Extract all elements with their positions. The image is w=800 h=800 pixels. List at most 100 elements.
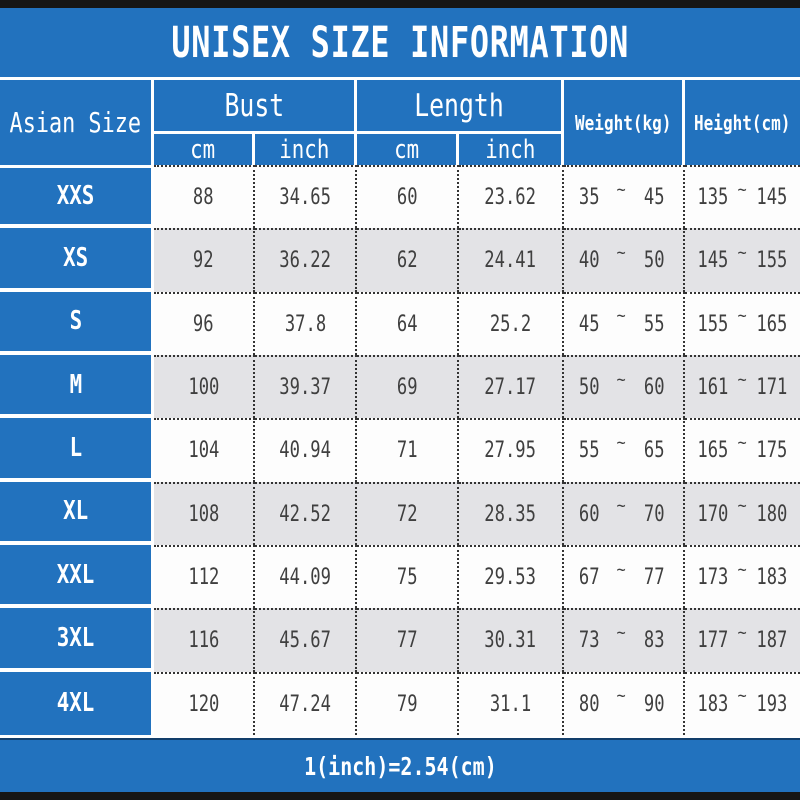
length-inch-cell: 25.2 bbox=[459, 291, 564, 355]
bust-inch-cell: 47.24 bbox=[255, 671, 357, 735]
length-inch-cell: 28.35 bbox=[459, 481, 564, 545]
bust-inch-cell: 45.67 bbox=[255, 608, 357, 672]
length-group-header: Length bbox=[357, 80, 561, 131]
weight-range-cell: 45 ~55 bbox=[564, 291, 685, 355]
size-cell: XS bbox=[0, 228, 154, 292]
tilde-glyph: ~ bbox=[737, 686, 748, 707]
top-frame-bar bbox=[0, 0, 800, 8]
height-header: Height(cm) bbox=[685, 80, 800, 165]
bust-cm-cell: 116 bbox=[154, 608, 255, 672]
size-cell: 3XL bbox=[0, 608, 154, 672]
size-cell: M bbox=[0, 354, 154, 419]
tilde-glyph: ~ bbox=[616, 496, 627, 517]
table-header: Asian Size Bust Length Weight(kg) Height… bbox=[0, 80, 800, 165]
weight-range-cell: 73 ~83 bbox=[564, 608, 685, 672]
tilde-glyph: ~ bbox=[616, 242, 627, 263]
size-cell: XXL bbox=[0, 544, 154, 609]
bust-cm-unit-header: cm bbox=[154, 134, 252, 165]
bust-inch-cell: 36.22 bbox=[255, 228, 357, 292]
weight-range-cell: 50 ~60 bbox=[564, 354, 685, 419]
height-range-cell: 145 ~155 bbox=[685, 228, 800, 292]
length-inch-cell: 24.41 bbox=[459, 228, 564, 292]
length-inch-cell: 30.31 bbox=[459, 608, 564, 672]
tilde-glyph: ~ bbox=[616, 306, 627, 327]
tilde-glyph: ~ bbox=[616, 369, 627, 390]
height-range-cell: 135 ~145 bbox=[685, 165, 800, 229]
length-inch-unit-header: inch bbox=[459, 134, 561, 165]
bust-inch-cell: 40.94 bbox=[255, 418, 357, 482]
size-cell: S bbox=[0, 291, 154, 355]
tilde-glyph: ~ bbox=[737, 432, 748, 453]
bust-cm-cell: 120 bbox=[154, 671, 255, 735]
tilde-glyph: ~ bbox=[737, 622, 748, 643]
title-divider bbox=[0, 77, 800, 80]
length-cm-cell: 72 bbox=[357, 481, 459, 545]
height-range-cell: 177 ~187 bbox=[685, 608, 800, 672]
length-inch-cell: 27.17 bbox=[459, 354, 564, 419]
tilde-glyph: ~ bbox=[616, 622, 627, 643]
tilde-glyph: ~ bbox=[737, 559, 748, 580]
size-cell: 4XL bbox=[0, 671, 154, 735]
bust-cm-cell: 88 bbox=[154, 165, 255, 229]
height-range-cell: 155 ~165 bbox=[685, 291, 800, 355]
length-inch-cell: 29.53 bbox=[459, 544, 564, 609]
weight-range-cell: 40 ~50 bbox=[564, 228, 685, 292]
tilde-glyph: ~ bbox=[616, 432, 627, 453]
weight-range-cell: 35 ~45 bbox=[564, 165, 685, 229]
bottom-frame-bar bbox=[0, 792, 800, 800]
bust-cm-cell: 104 bbox=[154, 418, 255, 482]
length-cm-cell: 77 bbox=[357, 608, 459, 672]
weight-range-cell: 67 ~77 bbox=[564, 544, 685, 609]
length-cm-cell: 79 bbox=[357, 671, 459, 735]
tilde-glyph: ~ bbox=[616, 559, 627, 580]
weight-range-cell: 80 ~90 bbox=[564, 671, 685, 735]
footer-divider bbox=[0, 735, 800, 738]
length-inch-cell: 23.62 bbox=[459, 165, 564, 229]
height-range-cell: 170 ~180 bbox=[685, 481, 800, 545]
weight-range-cell: 55 ~65 bbox=[564, 418, 685, 482]
length-cm-unit-header: cm bbox=[357, 134, 456, 165]
length-inch-cell: 31.1 bbox=[459, 671, 564, 735]
length-cm-cell: 75 bbox=[357, 544, 459, 609]
bust-group-header: Bust bbox=[154, 80, 354, 131]
weight-header: Weight(kg) bbox=[564, 80, 682, 165]
bust-inch-cell: 34.65 bbox=[255, 165, 357, 229]
size-cell: L bbox=[0, 418, 154, 482]
bust-cm-cell: 108 bbox=[154, 481, 255, 545]
length-cm-cell: 64 bbox=[357, 291, 459, 355]
height-range-cell: 161 ~171 bbox=[685, 354, 800, 419]
height-range-cell: 165 ~175 bbox=[685, 418, 800, 482]
bust-inch-cell: 37.8 bbox=[255, 291, 357, 355]
length-cm-cell: 71 bbox=[357, 418, 459, 482]
bust-cm-cell: 96 bbox=[154, 291, 255, 355]
page-title: UNISEX SIZE INFORMATION bbox=[171, 17, 629, 68]
bust-cm-cell: 92 bbox=[154, 228, 255, 292]
asian-size-header-cell: Asian Size bbox=[0, 80, 151, 165]
bust-cm-cell: 112 bbox=[154, 544, 255, 609]
bust-inch-cell: 44.09 bbox=[255, 544, 357, 609]
length-cm-cell: 60 bbox=[357, 165, 459, 229]
length-inch-cell: 27.95 bbox=[459, 418, 564, 482]
tilde-glyph: ~ bbox=[737, 369, 748, 390]
size-cell: XL bbox=[0, 481, 154, 545]
conversion-note: 1(inch)=2.54(cm) bbox=[303, 751, 497, 781]
size-table-body: XXS 88 34.65 60 23.62 35 ~45 135 ~145 XS 9… bbox=[0, 165, 800, 735]
bust-inch-cell: 42.52 bbox=[255, 481, 357, 545]
tilde-glyph: ~ bbox=[616, 179, 627, 200]
tilde-glyph: ~ bbox=[616, 686, 627, 707]
bust-inch-unit-header: inch bbox=[255, 134, 354, 165]
size-cell: XXS bbox=[0, 165, 154, 229]
length-cm-cell: 62 bbox=[357, 228, 459, 292]
title-band: UNISEX SIZE INFORMATION bbox=[0, 8, 800, 77]
weight-range-cell: 60 ~70 bbox=[564, 481, 685, 545]
height-range-cell: 183 ~193 bbox=[685, 671, 800, 735]
tilde-glyph: ~ bbox=[737, 306, 748, 327]
length-cm-cell: 69 bbox=[357, 354, 459, 419]
bust-inch-cell: 39.37 bbox=[255, 354, 357, 419]
tilde-glyph: ~ bbox=[737, 179, 748, 200]
footer-band: 1(inch)=2.54(cm) bbox=[0, 738, 800, 792]
height-range-cell: 173 ~183 bbox=[685, 544, 800, 609]
tilde-glyph: ~ bbox=[737, 496, 748, 517]
bust-cm-cell: 100 bbox=[154, 354, 255, 419]
